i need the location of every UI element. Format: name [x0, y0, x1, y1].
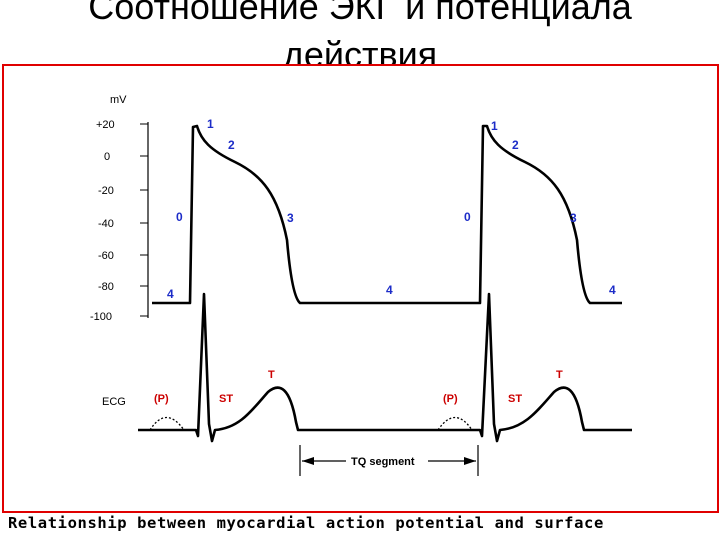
phase-label-0: 0 — [176, 210, 183, 224]
figure-caption: Relationship between myocardial action p… — [8, 514, 604, 532]
phase-label-1: 1 — [491, 119, 498, 133]
phase-label-3: 3 — [287, 211, 294, 225]
y-tick: 0 — [104, 151, 148, 163]
y-tick-label: -40 — [98, 218, 114, 230]
t-wave-label: T — [268, 369, 275, 381]
phase-label-0: 0 — [464, 210, 471, 224]
st-segment-label: ST — [508, 393, 522, 405]
y-unit-label: mV — [110, 94, 127, 106]
y-tick-label: -100 — [90, 311, 112, 323]
y-tick-label: -20 — [98, 185, 114, 197]
slide-title: Соотношение ЭКГ и потенциала — [88, 0, 632, 27]
st-segment-label: ST — [219, 393, 233, 405]
arrowhead-left-icon — [302, 457, 314, 465]
ecg-label: ECG — [102, 396, 126, 408]
y-tick: +20 — [96, 119, 148, 131]
phase-label-4: 4 — [609, 283, 616, 297]
action-potential-trace — [152, 124, 622, 305]
phase-label-3: 3 — [570, 211, 577, 225]
p-wave-dotted — [437, 416, 473, 431]
phase-label-4: 4 — [386, 283, 393, 297]
phase-label-2: 2 — [512, 138, 519, 152]
p-wave-label: (P) — [154, 393, 169, 405]
p-wave-label: (P) — [443, 393, 458, 405]
y-tick-label: +20 — [96, 119, 115, 131]
y-tick: -20 — [98, 185, 148, 197]
phase-label-1: 1 — [207, 117, 214, 131]
figure-frame — [2, 64, 719, 513]
arrowhead-right-icon — [464, 457, 476, 465]
ecg-trace — [138, 292, 632, 443]
y-tick-label: -80 — [98, 281, 114, 293]
y-tick: -40 — [98, 218, 148, 230]
phase-label-4: 4 — [167, 287, 174, 301]
y-tick-label: 0 — [104, 151, 110, 163]
p-wave-dotted — [149, 416, 185, 431]
y-tick-label: -60 — [98, 250, 114, 262]
y-tick: -60 — [98, 250, 148, 262]
phase-label-2: 2 — [228, 138, 235, 152]
tq-segment-label: TQ segment — [351, 456, 415, 468]
y-tick: -100 — [90, 311, 148, 323]
y-tick: -80 — [98, 281, 148, 293]
t-wave-label: T — [556, 369, 563, 381]
